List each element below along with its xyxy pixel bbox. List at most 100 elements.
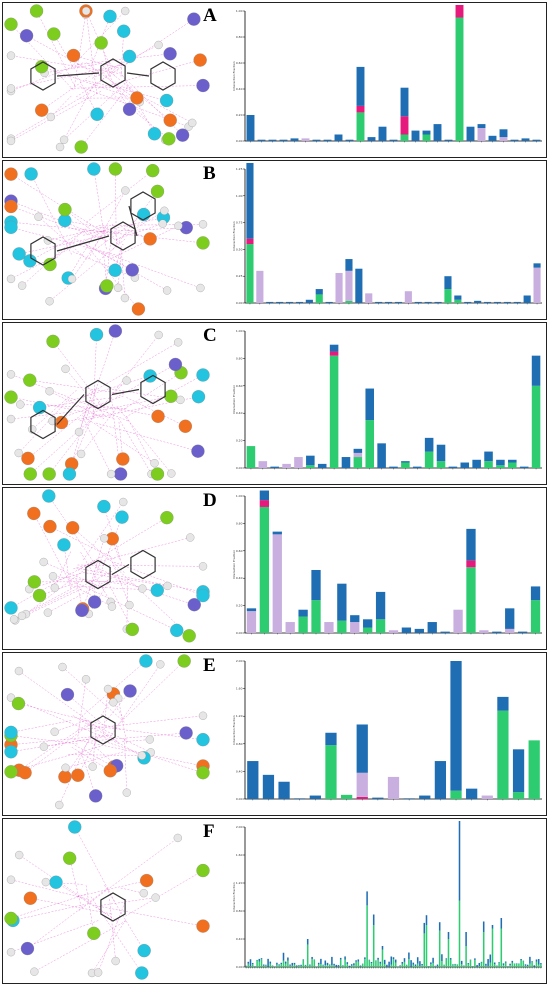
bar-segment bbox=[414, 964, 417, 967]
bar-segment bbox=[421, 964, 423, 966]
bar-segment bbox=[258, 961, 261, 967]
bar-segment bbox=[260, 959, 263, 967]
y-tick-label: 1.00 bbox=[236, 9, 243, 13]
y-axis-label: Interaction Fraction bbox=[232, 61, 236, 90]
bar-segment bbox=[246, 163, 254, 239]
y-axis-label: Interaction Fraction bbox=[232, 221, 236, 250]
bar-segment bbox=[511, 960, 514, 963]
bar-segment bbox=[246, 115, 255, 141]
bar-segment bbox=[411, 130, 420, 141]
bar-segment bbox=[438, 922, 441, 931]
bar-segment bbox=[298, 616, 308, 633]
bar-segment bbox=[322, 965, 324, 967]
bar-segment bbox=[366, 905, 368, 967]
bar-segment bbox=[480, 962, 483, 967]
interaction-network-diagram bbox=[4, 654, 210, 810]
bar-segment bbox=[440, 631, 450, 633]
residue-node bbox=[39, 557, 48, 567]
residue-node bbox=[4, 199, 18, 214]
residue-node bbox=[50, 727, 59, 736]
bar-segment bbox=[466, 567, 476, 633]
panel-c: C Interaction Fraction 0.00 0.20 0.40 0.60 0.8… bbox=[2, 322, 547, 485]
bar-segment bbox=[353, 448, 363, 453]
residue-node bbox=[18, 766, 32, 780]
residue-node bbox=[131, 302, 146, 316]
residue-node bbox=[67, 274, 77, 284]
residue-node bbox=[82, 6, 91, 16]
bar-segment bbox=[328, 964, 331, 967]
bar-segment bbox=[285, 622, 295, 633]
bar-segment bbox=[345, 270, 353, 301]
bar-segment bbox=[265, 964, 267, 966]
residue-node bbox=[151, 893, 160, 902]
residue-node bbox=[48, 572, 58, 581]
bar-segment bbox=[493, 964, 496, 967]
y-tick-label: 0.20 bbox=[236, 113, 243, 117]
bar-segment bbox=[438, 930, 441, 967]
residue-node bbox=[23, 254, 37, 268]
residue-node bbox=[66, 521, 80, 535]
bar-segment bbox=[466, 788, 478, 799]
residue-node bbox=[14, 448, 23, 458]
residue-node bbox=[4, 725, 18, 740]
y-tick-label: 0.80 bbox=[236, 742, 243, 746]
residue-node bbox=[187, 598, 201, 612]
bar-chart-a: Interaction Fraction 0.00 0.20 0.40 0.60 0.80… bbox=[232, 5, 542, 143]
bar-segment bbox=[282, 960, 285, 967]
bar-segment bbox=[455, 17, 464, 141]
residue-node bbox=[4, 911, 18, 926]
bar-segment bbox=[282, 463, 291, 468]
residue-node bbox=[173, 833, 182, 843]
residue-node bbox=[196, 78, 210, 93]
bar-segment bbox=[346, 962, 349, 965]
bar-segment bbox=[484, 461, 493, 468]
bar-segment bbox=[309, 795, 321, 799]
bar-segment bbox=[381, 949, 384, 967]
residue-node bbox=[150, 184, 165, 199]
residue-node bbox=[24, 167, 38, 181]
y-tick-label: 1.60 bbox=[236, 687, 243, 691]
bar-segment bbox=[372, 914, 375, 925]
residue-node bbox=[143, 232, 157, 246]
bar-segment bbox=[293, 962, 296, 965]
bar-segment bbox=[384, 301, 393, 303]
bar-segment bbox=[287, 960, 289, 967]
bar-segment bbox=[477, 124, 486, 128]
residue-node bbox=[116, 452, 130, 466]
bar-segment bbox=[282, 952, 285, 961]
bar-segment bbox=[449, 958, 452, 960]
residue-node bbox=[168, 357, 183, 372]
bar-segment bbox=[306, 455, 315, 466]
residue-node bbox=[125, 263, 139, 277]
bar-segment bbox=[345, 300, 353, 303]
bar-segment bbox=[496, 459, 505, 466]
y-tick-label: 0.25 bbox=[236, 274, 243, 278]
bar-segment bbox=[499, 129, 508, 138]
residue-node bbox=[130, 91, 144, 105]
bar-segment bbox=[302, 959, 305, 961]
residue-node bbox=[46, 334, 60, 349]
bar-segment bbox=[262, 964, 265, 966]
bar-segment bbox=[246, 446, 256, 468]
residue-node bbox=[6, 51, 16, 60]
residue-node bbox=[42, 467, 56, 481]
bar-segment bbox=[512, 792, 525, 799]
bar-segment bbox=[350, 964, 353, 966]
bar-segment bbox=[329, 355, 339, 468]
residue-node bbox=[156, 660, 165, 669]
residue-node bbox=[74, 140, 88, 154]
residue-node bbox=[6, 370, 16, 379]
bar-segment bbox=[434, 761, 447, 799]
bar-segment bbox=[533, 965, 536, 967]
bar-segment bbox=[379, 961, 382, 964]
residue-node bbox=[6, 875, 16, 884]
bar-segment bbox=[353, 452, 363, 458]
bar-segment bbox=[304, 964, 307, 966]
residue-node bbox=[174, 338, 183, 347]
residue-node bbox=[14, 666, 24, 676]
residue-node bbox=[122, 788, 131, 797]
bar-segment bbox=[452, 964, 454, 965]
bar-segment bbox=[289, 965, 291, 967]
bar-segment bbox=[450, 661, 462, 791]
residue-node bbox=[19, 29, 34, 43]
